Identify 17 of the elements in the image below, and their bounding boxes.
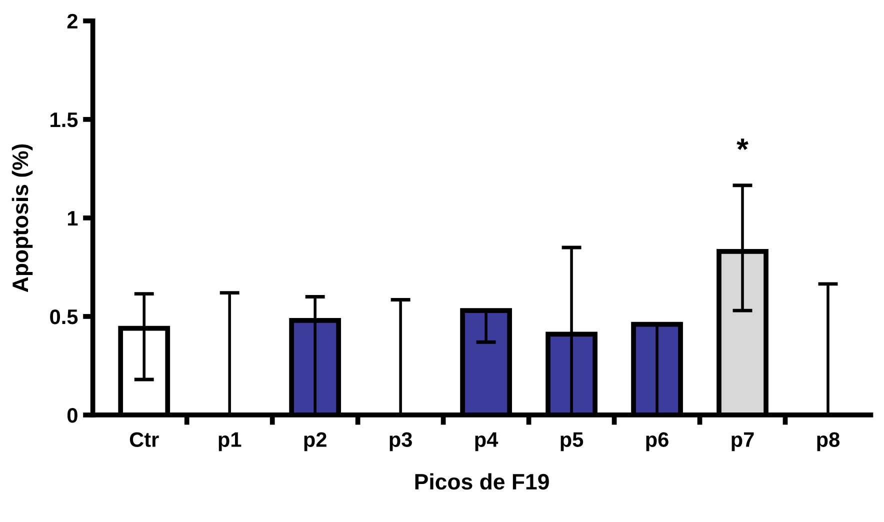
x-tick-label: p7 bbox=[732, 432, 754, 452]
x-tick-label: p5 bbox=[560, 432, 584, 452]
x-tick-label: p1 bbox=[218, 432, 242, 452]
annotation: * bbox=[736, 138, 748, 150]
y-tick-label: 1 bbox=[68, 211, 78, 226]
x-axis-title: Picos de F19 bbox=[415, 473, 549, 490]
y-axis-title: Apoptosis (%) bbox=[12, 144, 33, 292]
x-tick-label: p3 bbox=[390, 432, 412, 452]
y-tick-label: 2 bbox=[67, 14, 78, 28]
x-tick-label: p8 bbox=[817, 432, 840, 452]
y-tick-label: 0.5 bbox=[50, 309, 78, 324]
x-tick-label: p2 bbox=[304, 432, 326, 452]
y-tick-label: 1.5 bbox=[50, 112, 78, 128]
x-tick-label: p4 bbox=[475, 432, 498, 452]
y-tick-label: 0 bbox=[67, 408, 78, 423]
x-tick-label: Ctr bbox=[130, 432, 159, 447]
x-tick-label: p6 bbox=[646, 432, 668, 452]
